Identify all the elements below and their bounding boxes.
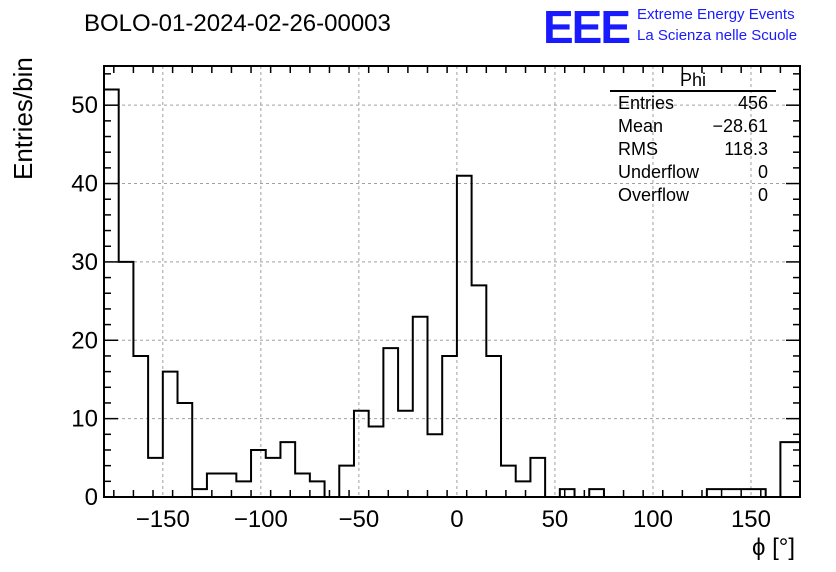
y-tick-label: 0: [85, 484, 98, 511]
stats-row-rms: RMS 118.3: [610, 138, 776, 161]
grid-lines: [104, 66, 800, 497]
stats-value: 0: [757, 162, 768, 182]
stats-title: Phi: [610, 70, 776, 92]
y-tick-label: 30: [71, 249, 98, 276]
stats-value: 0: [757, 185, 768, 205]
y-axis-label: Entries/bin: [8, 57, 38, 180]
x-tick-label: −150: [136, 506, 190, 533]
stats-label: Entries: [618, 93, 675, 113]
stats-box: Phi Entries 456 Mean −28.61 RMS 118.3 Un…: [610, 70, 776, 207]
stats-label: Underflow: [618, 162, 700, 182]
stats-row-entries: Entries 456: [610, 92, 776, 115]
y-tick-label: 10: [71, 406, 98, 433]
x-tick-label: −50: [339, 506, 380, 533]
stats-row-underflow: Underflow 0: [610, 161, 776, 184]
stats-value: −28.61: [712, 116, 768, 136]
x-tick-label: 100: [633, 506, 673, 533]
x-tick-label: −100: [234, 506, 288, 533]
stats-row-overflow: Overflow 0: [610, 184, 776, 207]
x-tick-label: 0: [450, 506, 463, 533]
y-tick-label: 40: [71, 171, 98, 198]
x-tick-label: 150: [731, 506, 771, 533]
stats-label: Overflow: [618, 185, 690, 205]
y-tick-label: 50: [71, 92, 98, 119]
logo-caption-line1: Extreme Energy Events: [637, 6, 795, 23]
stats-label: Mean: [618, 116, 664, 136]
stats-row-mean: Mean −28.61: [610, 115, 776, 138]
y-tick-label: 20: [71, 327, 98, 354]
eee-logo: EEE: [543, 1, 631, 53]
stats-value: 118.3: [724, 139, 768, 159]
stats-label: RMS: [618, 139, 658, 159]
stats-value: 456: [737, 93, 768, 113]
logo-caption-line2: La Scienza nelle Scuole: [637, 27, 798, 44]
x-tick-label: 50: [542, 506, 569, 533]
plot-frame: [103, 65, 801, 498]
plot-title: BOLO-01-2024-02-26-00003: [84, 10, 391, 37]
logo-caption: Extreme Energy Events La Scienza nelle S…: [637, 4, 797, 46]
tick-labels: −150 −100 −50 0 50 100 150 0 10 20 30 40 50: [71, 92, 771, 533]
x-axis-label: ϕ [°]: [752, 534, 796, 561]
